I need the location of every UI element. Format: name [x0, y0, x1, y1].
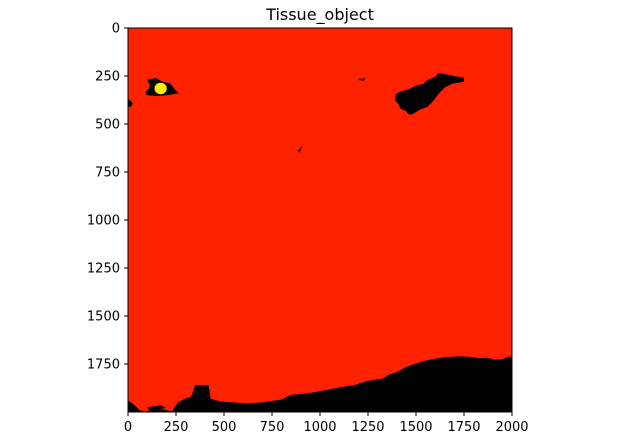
region-tissue: [128, 28, 512, 412]
x-tick-label: 250: [164, 420, 189, 435]
image-plot-area: [128, 28, 512, 412]
x-tick-label: 2000: [495, 420, 528, 435]
y-tick-label: 1000: [87, 214, 120, 229]
x-tick-label: 750: [260, 420, 285, 435]
x-tick-label: 0: [124, 420, 132, 435]
x-tick-label: 1000: [303, 420, 336, 435]
chart-title: Tissue_object: [265, 5, 374, 25]
y-axis: 0 250 500 750 1000 1250 1500 1750: [87, 22, 128, 373]
region-background-right-hole: [394, 73, 464, 115]
region-background-speck-3: [147, 405, 167, 411]
region-background-speck-2: [297, 146, 302, 153]
x-tick-label: 1500: [399, 420, 432, 435]
region-background-speck-1: [358, 78, 366, 81]
y-tick-label: 1750: [87, 358, 120, 373]
x-tick-label: 1750: [447, 420, 480, 435]
region-background-bottom: [128, 356, 512, 412]
y-tick-label: 500: [95, 118, 120, 133]
y-tick-label: 1250: [87, 262, 120, 277]
y-tick-label: 750: [95, 166, 120, 181]
x-tick-label: 500: [212, 420, 237, 435]
x-tick-label: 1250: [351, 420, 384, 435]
x-axis: 0 250 500 750 1000 1250 1500 1750 2000: [124, 412, 529, 435]
region-object: [154, 82, 167, 95]
y-tick-label: 0: [112, 22, 120, 37]
y-tick-label: 1500: [87, 310, 120, 325]
region-background-left-edge: [128, 99, 133, 107]
y-tick-label: 250: [95, 70, 120, 85]
